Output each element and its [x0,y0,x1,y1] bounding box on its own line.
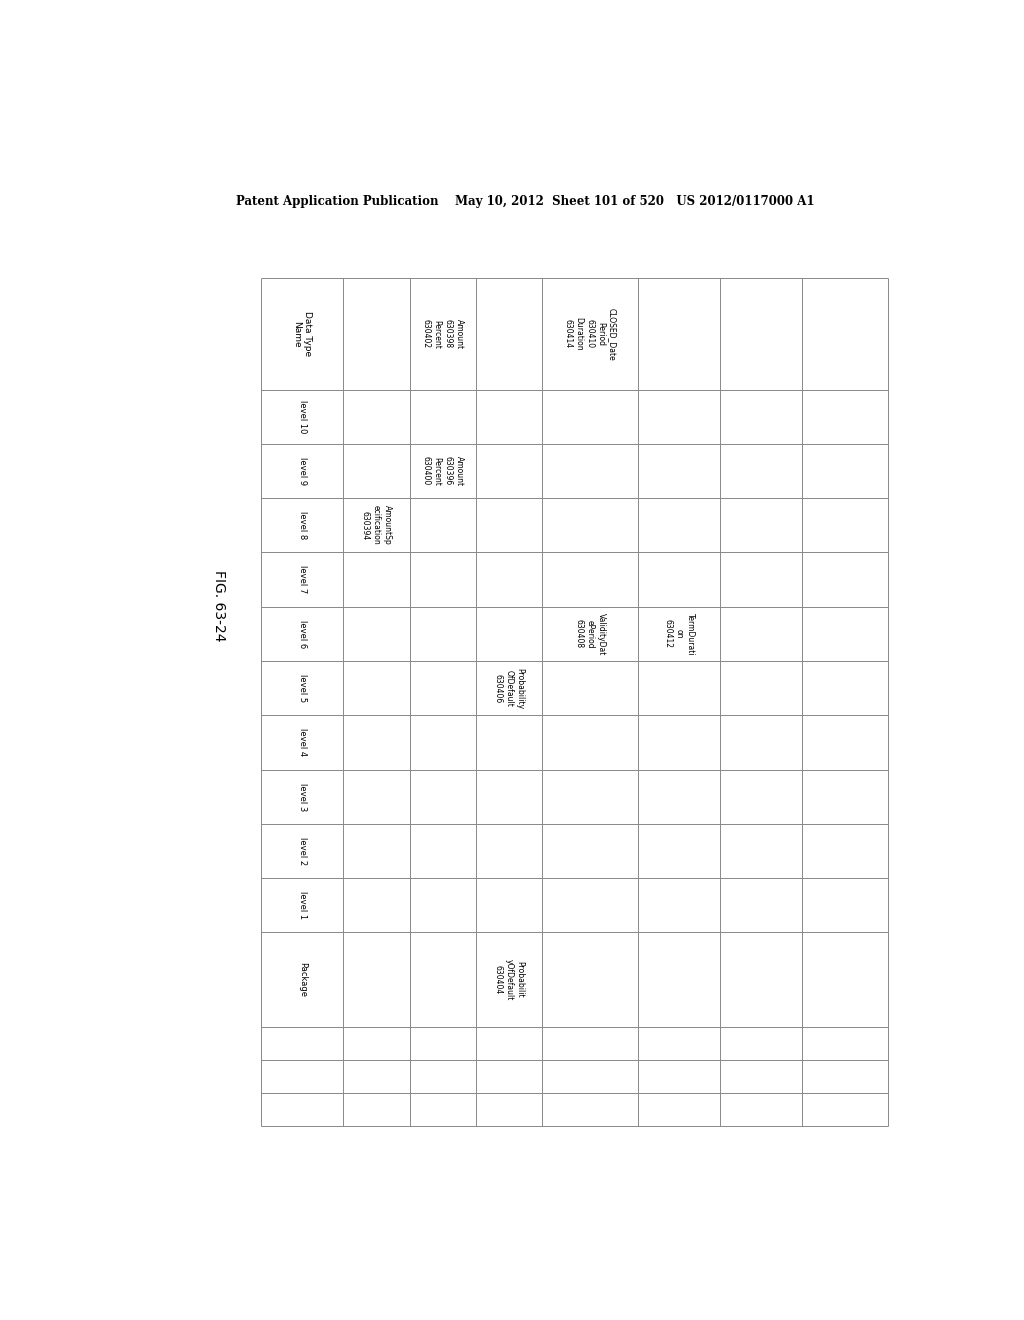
Text: level 8: level 8 [298,511,307,540]
Text: level 3: level 3 [298,783,307,810]
Text: Data Type
Name: Data Type Name [292,312,312,356]
Text: Patent Application Publication    May 10, 2012  Sheet 101 of 520   US 2012/01170: Patent Application Publication May 10, 2… [236,194,814,207]
Text: Probability
OfDefault
630406: Probability OfDefault 630406 [494,668,524,709]
Text: level 9: level 9 [298,457,307,486]
Text: TermDurati
on
630412: TermDurati on 630412 [664,612,694,655]
Text: level 7: level 7 [298,565,307,594]
Text: CLOSED_Date
Period
630410
Duration
630414: CLOSED_Date Period 630410 Duration 63041… [563,308,616,360]
Text: level 1: level 1 [298,891,307,919]
Text: FIG. 63-24: FIG. 63-24 [212,570,226,642]
Text: Amount
630398
Percent
630402: Amount 630398 Percent 630402 [422,319,464,348]
Text: AmountSp
ecification
630394: AmountSp ecification 630394 [360,506,392,545]
Text: level 10: level 10 [298,400,307,433]
Text: ValidityDat
ePeriod
630408: ValidityDat ePeriod 630408 [574,612,606,655]
Text: level 6: level 6 [298,620,307,648]
Text: level 4: level 4 [298,729,307,756]
Text: level 5: level 5 [298,675,307,702]
Text: Package: Package [298,962,307,997]
Text: Probabilit
yOfDefault
630404: Probabilit yOfDefault 630404 [494,960,524,1001]
Text: Amount
630396
Percent
630400: Amount 630396 Percent 630400 [422,455,464,486]
Text: level 2: level 2 [298,837,307,865]
